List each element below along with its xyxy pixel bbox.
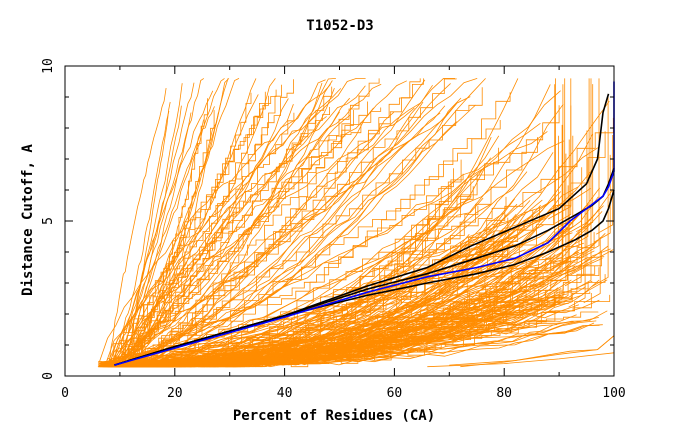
- model-curve-tail: [538, 84, 556, 251]
- model-curve-steep: [108, 78, 366, 367]
- model-curve-tail: [564, 211, 582, 287]
- model-curve-steep: [128, 106, 215, 367]
- model-curve-steep: [108, 92, 252, 368]
- x-tick-label: 100: [602, 386, 625, 401]
- model-curve-steep: [100, 98, 289, 367]
- model-curve-partial: [460, 335, 615, 368]
- model-curve-low: [123, 229, 510, 367]
- model-curve-tail: [582, 78, 600, 256]
- model-curve-steep: [102, 83, 183, 368]
- model-curve-tail: [596, 135, 614, 235]
- model-curve-low: [100, 251, 580, 368]
- model-curve-tail: [583, 237, 601, 304]
- model-curve-steep: [104, 78, 478, 366]
- model-curve-steep: [108, 88, 167, 365]
- model-curve-mid: [105, 122, 541, 365]
- highlight-series: [114, 81, 615, 366]
- model-curve-low: [127, 256, 605, 368]
- model-curve-steep: [111, 112, 441, 367]
- model-curve-tail: [541, 135, 559, 259]
- x-tick-label: 20: [167, 386, 183, 401]
- highlight-series-line-4: [114, 81, 615, 366]
- y-tick-label: 0: [41, 372, 56, 380]
- model-curve-low: [99, 237, 530, 368]
- model-curve-steep: [116, 78, 240, 366]
- model-curve-tail: [574, 78, 592, 290]
- model-curve-steep: [112, 79, 294, 365]
- model-curve-tail: [591, 93, 609, 287]
- model-curve-low: [110, 266, 576, 368]
- model-curve-steep: [115, 110, 354, 368]
- model-curve-steep: [128, 107, 331, 368]
- model-curve-low: [120, 292, 559, 366]
- model-curve-low: [124, 261, 507, 368]
- model-curve-steep: [122, 90, 214, 364]
- chart-title: T1052-D3: [306, 18, 373, 34]
- model-curve-steep: [103, 107, 382, 368]
- x-tick-label: 0: [61, 386, 69, 401]
- model-curve-mid: [99, 104, 476, 367]
- model-curve-low: [105, 243, 514, 368]
- model-curve-steep: [100, 96, 471, 363]
- model-curve-steep: [117, 78, 229, 364]
- model-curve-tail: [548, 78, 566, 220]
- model-curve-steep: [118, 98, 208, 368]
- model-curve-tail: [539, 78, 556, 221]
- model-curve-steep: [111, 107, 415, 365]
- y-tick-label: 5: [41, 217, 56, 225]
- y-tick-label: 10: [41, 58, 56, 74]
- model-curve-mid: [100, 105, 560, 368]
- model-curve-steep: [124, 78, 336, 363]
- model-curve-tail: [556, 135, 574, 237]
- model-curve-tail: [552, 139, 570, 269]
- model-curve-partial: [427, 352, 615, 368]
- model-curve-steep: [110, 82, 195, 367]
- x-tick-label: 80: [496, 386, 512, 401]
- model-curve-low: [114, 317, 599, 368]
- model-curve-steep: [114, 78, 424, 368]
- model-curve-steep: [113, 80, 333, 365]
- y-axis-label: Distance Cutoff, A: [20, 144, 36, 296]
- model-curve-low: [105, 286, 586, 368]
- model-curve-steep: [124, 78, 457, 365]
- model-curve-low: [106, 201, 551, 368]
- background-model-curves: [97, 78, 615, 368]
- model-curve-steep: [127, 101, 368, 367]
- x-tick-label: 60: [387, 386, 403, 401]
- model-curve-tail: [570, 130, 588, 276]
- model-curve-tail: [546, 84, 564, 273]
- model-curve-partial: [449, 335, 615, 366]
- model-curve-steep: [113, 79, 326, 364]
- x-axis-label: Percent of Residues (CA): [233, 408, 435, 424]
- model-curve-low: [118, 276, 542, 368]
- model-curve-mid: [102, 120, 501, 368]
- model-curve-tail: [545, 124, 563, 281]
- model-curve-mid: [121, 173, 464, 366]
- model-curve-steep: [109, 79, 426, 368]
- model-curve-steep: [130, 78, 421, 368]
- model-curve-tail: [571, 203, 589, 247]
- model-curve-tail: [554, 78, 572, 225]
- model-curve-tail: [549, 153, 567, 287]
- model-curve-steep: [118, 105, 446, 368]
- model-curve-steep: [122, 111, 341, 367]
- axis-ticks: 0 20 40 60 80 100 0 5 10: [41, 58, 626, 401]
- model-curve-tail: [568, 207, 586, 308]
- x-tick-label: 40: [277, 386, 293, 401]
- highlight-series-line-3: [114, 189, 615, 366]
- model-curve-steep: [98, 91, 266, 366]
